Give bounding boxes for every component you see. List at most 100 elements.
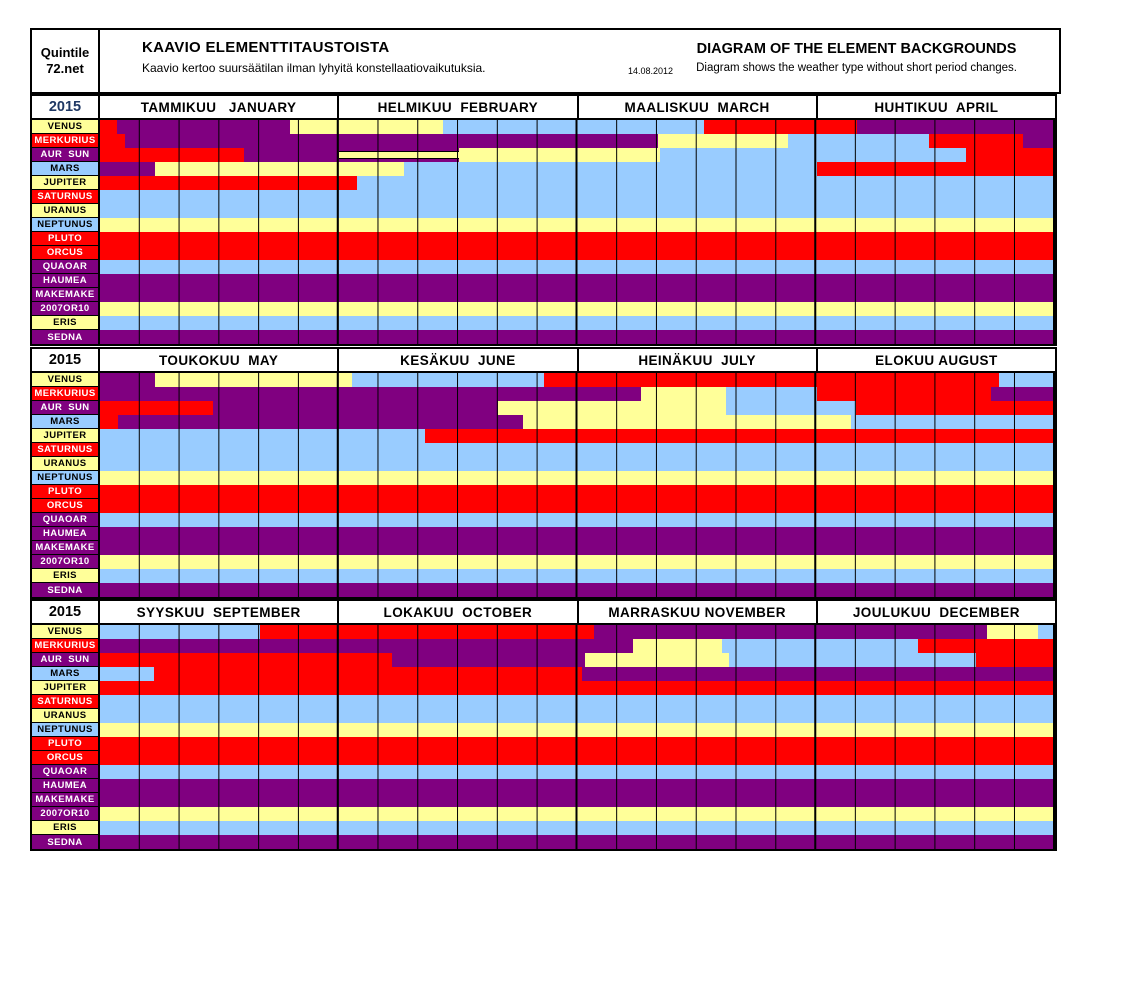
planet-label: ORCUS: [32, 499, 98, 513]
band-segment: [100, 176, 357, 190]
band-segment: [523, 415, 851, 429]
planet-track-row-11: [100, 765, 1055, 779]
planet-label: NEPTUNUS: [32, 723, 98, 737]
planet-track-row-9: [100, 232, 1055, 246]
band-segment: [100, 639, 633, 653]
band-segment: [632, 639, 722, 653]
month-header-8: ELOKUU AUGUST: [875, 352, 998, 368]
month-header-6: KESÄKUU JUNE: [339, 349, 579, 371]
planet-track-row-13: [100, 793, 1055, 807]
block-header-1: 2015 TAMMIKUU JANUARY HELMIKUU FEBRUARY MAA…: [30, 94, 1057, 120]
band-segment: [403, 162, 818, 176]
band-segment: [100, 401, 213, 415]
band-segment: [100, 162, 156, 176]
planet-track-row-15: [100, 316, 1055, 330]
band-segment: [352, 373, 545, 387]
band-segment: [100, 499, 1055, 513]
planet-label: JUPITER: [32, 429, 98, 443]
planet-track-row-12: [100, 527, 1055, 541]
band-segment: [498, 401, 727, 415]
month-block-1: 2015 TAMMIKUU JANUARY HELMIKUU FEBRUARY MAA…: [30, 94, 1057, 346]
planet-track-row-10: [100, 246, 1055, 260]
planet-label: MAKEMAKE: [32, 541, 98, 555]
planet-track-row-1: [100, 373, 1055, 387]
planet-label: PLUTO: [32, 737, 98, 751]
month-header-1: TAMMIKUU JANUARY: [100, 96, 340, 118]
header-finnish: KAAVIO ELEMENTTITAUSTOISTA Kaavio kertoo…: [142, 39, 486, 75]
band-segment: [100, 148, 245, 162]
planet-track-row-16: [100, 583, 1055, 597]
planet-track-row-9: [100, 485, 1055, 499]
header-english: DIAGRAM OF THE ELEMENT BACKGROUNDS Diagr…: [696, 41, 1017, 74]
block-body-2: VENUS MERKURIUS AUR SUN MARS JUPITER SATURNUS…: [30, 373, 1057, 599]
planet-label: MERKURIUS: [32, 639, 98, 653]
band-segment: [212, 401, 499, 415]
planet-label: HAUMEA: [32, 274, 98, 288]
planet-track-row-5: [100, 429, 1055, 443]
band-segment: [100, 373, 156, 387]
track-area: [100, 625, 1055, 849]
band-segment: [593, 625, 988, 639]
band-segment: [100, 555, 1055, 569]
band-segment: [155, 373, 353, 387]
planet-label: MARS: [32, 667, 98, 681]
planet-track-row-14: [100, 302, 1055, 316]
band-segment: [459, 148, 660, 162]
planet-track-row-12: [100, 274, 1055, 288]
band-segment: [100, 260, 1055, 274]
planet-label: URANUS: [32, 204, 98, 218]
band-segment: [356, 176, 1055, 190]
planet-track-row-3: [100, 653, 1055, 667]
band-segment: [100, 779, 1055, 793]
band-segment: [100, 653, 393, 667]
month-header-4: HUHTIKUU APRIL: [874, 99, 999, 115]
planet-track-row-2: [100, 134, 1055, 148]
band-segment: [966, 148, 1055, 162]
planet-track-row-6: [100, 190, 1055, 204]
planet-track-row-16: [100, 330, 1055, 344]
planet-track-row-13: [100, 541, 1055, 555]
month-header-5: TOUKOKUU MAY: [100, 349, 340, 371]
band-segment: [100, 232, 1055, 246]
month-header-9: SYYSKUU SEPTEMBER: [100, 601, 340, 623]
logo: Quintile 72.net: [32, 30, 100, 92]
band-segment: [787, 134, 929, 148]
band-segment: [117, 120, 291, 134]
band-segment: [118, 415, 524, 429]
planet-label: QUAOAR: [32, 260, 98, 274]
band-segment: [100, 737, 1055, 751]
band-segment: [585, 653, 730, 667]
planet-label: SEDNA: [32, 835, 98, 849]
planet-label: NEPTUNUS: [32, 471, 98, 485]
band-segment: [100, 625, 261, 639]
planet-label: MERKURIUS: [32, 134, 98, 148]
subtitle-english: Diagram shows the weather type without s…: [696, 62, 1017, 74]
planet-track-row-8: [100, 723, 1055, 737]
planet-track-row-7: [100, 457, 1055, 471]
band-segment: [729, 653, 976, 667]
planet-label: MARS: [32, 415, 98, 429]
band-segment: [338, 148, 460, 162]
band-segment: [975, 653, 1055, 667]
planet-track-row-14: [100, 807, 1055, 821]
band-segment: [100, 513, 1055, 527]
planet-track-row-11: [100, 513, 1055, 527]
planet-label: MARS: [32, 162, 98, 176]
band-segment: [100, 835, 1055, 849]
band-segment: [100, 330, 1055, 344]
band-segment: [155, 162, 404, 176]
month-header-12: JOULUKUU DECEMBER: [852, 604, 1020, 620]
block-body-3: VENUS MERKURIUS AUR SUN MARS JUPITER SATURNUS…: [30, 625, 1057, 851]
band-segment: [100, 793, 1055, 807]
track-area: [100, 373, 1055, 597]
band-segment: [721, 639, 919, 653]
block-body-1: VENUS MERKURIUS AUR SUN MARS JUPITER SATURNUS…: [30, 120, 1057, 346]
planet-label: QUAOAR: [32, 513, 98, 527]
track-area: [100, 120, 1055, 344]
band-segment: [817, 162, 1055, 176]
planet-track-row-7: [100, 709, 1055, 723]
planet-label: SEDNA: [32, 330, 98, 344]
band-segment: [100, 541, 1055, 555]
band-segment: [392, 653, 586, 667]
band-segment: [100, 134, 125, 148]
